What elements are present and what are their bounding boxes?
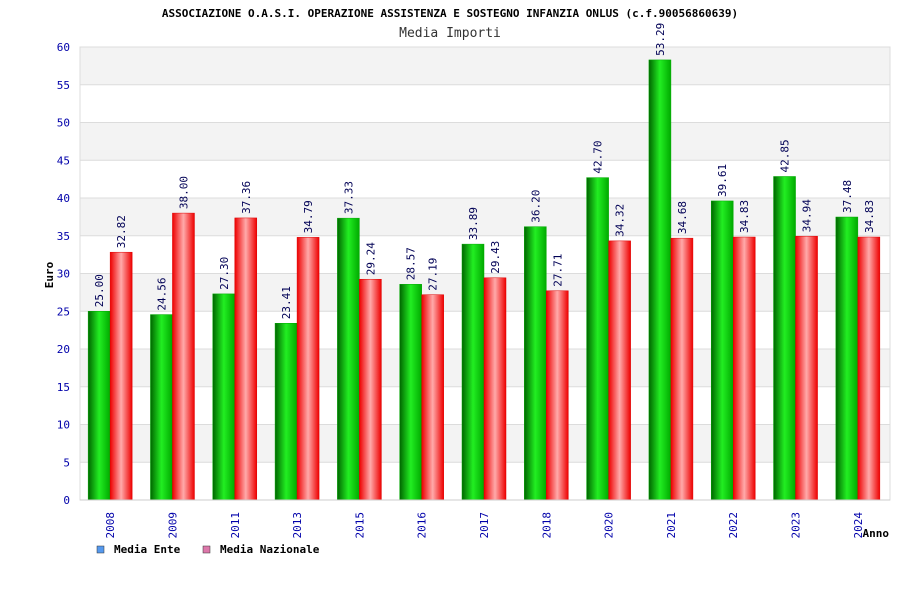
value-label: 23.41 bbox=[280, 286, 293, 319]
value-label: 42.70 bbox=[592, 140, 605, 173]
bar-media-ente-2008 bbox=[87, 311, 111, 501]
bar-media-ente-2020 bbox=[586, 177, 609, 501]
bar-media-ente-2021 bbox=[648, 59, 672, 501]
y-tick-label: 15 bbox=[57, 381, 70, 394]
bar-media-ente-2015 bbox=[337, 217, 360, 501]
y-axis-label: Euro bbox=[43, 261, 56, 288]
plot-band bbox=[80, 198, 890, 236]
bar-media-ente-2011 bbox=[212, 293, 236, 501]
value-label: 29.43 bbox=[489, 241, 502, 274]
plot-band bbox=[80, 235, 890, 274]
bar-media-ente-2016 bbox=[399, 284, 422, 501]
bar-media-nazionale-2022 bbox=[732, 236, 756, 501]
x-tick-label: 2018 bbox=[540, 512, 553, 539]
x-tick-label: 2023 bbox=[790, 512, 803, 539]
bar-media-nazionale-2018 bbox=[546, 290, 569, 501]
bar-media-nazionale-2011 bbox=[234, 217, 258, 501]
value-label: 34.79 bbox=[302, 200, 315, 233]
y-tick-label: 45 bbox=[57, 154, 70, 167]
x-axis-ticks: 2008 2009 2011 2013 2015 2016 2017 2018 2020 2021… bbox=[104, 512, 865, 539]
value-label: 34.68 bbox=[676, 201, 689, 234]
y-tick-label: 60 bbox=[57, 41, 70, 54]
plot-band bbox=[80, 122, 890, 161]
y-tick-label: 35 bbox=[57, 230, 70, 243]
bar-media-nazionale-2013 bbox=[296, 237, 320, 501]
value-label: 38.00 bbox=[177, 176, 190, 209]
bar-media-nazionale-2021 bbox=[670, 237, 694, 501]
bar-media-nazionale-2020 bbox=[608, 240, 631, 501]
bar-media-nazionale-2015 bbox=[359, 278, 382, 501]
bar-media-ente-2024 bbox=[835, 216, 859, 501]
x-tick-label: 2011 bbox=[229, 512, 242, 539]
value-label: 39.61 bbox=[716, 164, 729, 197]
legend-label-media-ente: Media Ente bbox=[114, 543, 181, 556]
value-label: 32.82 bbox=[115, 215, 128, 248]
x-tick-label: 2015 bbox=[353, 512, 366, 539]
x-tick-label: 2021 bbox=[665, 512, 678, 539]
value-label: 34.94 bbox=[801, 199, 814, 232]
y-tick-label: 40 bbox=[57, 192, 70, 205]
bar-media-nazionale-2016 bbox=[421, 294, 444, 501]
x-axis-label: Anno bbox=[863, 527, 890, 540]
bar-media-nazionale-2017 bbox=[483, 277, 507, 501]
x-tick-label: 2009 bbox=[166, 512, 179, 539]
value-label: 24.56 bbox=[155, 277, 168, 310]
bar-media-ente-2013 bbox=[274, 323, 298, 501]
x-tick-label: 2022 bbox=[727, 512, 740, 539]
y-axis-ticks: 0 5 10 15 20 25 30 35 40 45 50 55 60 bbox=[57, 41, 70, 507]
chart-title: ASSOCIAZIONE O.A.S.I. OPERAZIONE ASSISTE… bbox=[162, 7, 738, 20]
bar-media-nazionale-2024 bbox=[857, 236, 881, 501]
chart-subtitle: Media Importi bbox=[399, 26, 501, 41]
value-label: 29.24 bbox=[364, 242, 377, 275]
value-label: 34.83 bbox=[863, 200, 876, 233]
value-label: 36.20 bbox=[529, 190, 542, 223]
value-label: 37.33 bbox=[342, 181, 355, 214]
bar-media-ente-2017 bbox=[461, 243, 485, 501]
value-label: 34.83 bbox=[738, 200, 751, 233]
plot-band bbox=[80, 84, 890, 123]
y-tick-label: 50 bbox=[57, 117, 70, 130]
x-tick-label: 2017 bbox=[478, 512, 491, 539]
value-label: 37.48 bbox=[841, 180, 854, 213]
value-label: 34.32 bbox=[614, 204, 627, 237]
bar-media-ente-2022 bbox=[710, 200, 734, 501]
y-tick-label: 55 bbox=[57, 79, 70, 92]
y-tick-label: 5 bbox=[63, 456, 70, 469]
legend-label-media-nazionale: Media Nazionale bbox=[220, 543, 320, 556]
x-tick-label: 2008 bbox=[104, 512, 117, 539]
x-tick-label: 2013 bbox=[291, 512, 304, 539]
x-tick-label: 2016 bbox=[416, 512, 429, 539]
bars bbox=[87, 59, 881, 501]
x-tick-label: 2020 bbox=[603, 512, 616, 539]
value-label: 37.36 bbox=[240, 181, 253, 214]
bar-media-ente-2023 bbox=[773, 176, 796, 501]
value-label: 42.85 bbox=[779, 139, 792, 172]
legend-swatch-media-ente bbox=[96, 545, 105, 554]
y-tick-label: 25 bbox=[57, 305, 70, 318]
value-labels: 25.00 32.82 24.56 38.00 27.30 37.36 23.41 34.79… bbox=[93, 23, 876, 319]
value-label: 28.57 bbox=[405, 247, 418, 280]
bar-media-nazionale-2009 bbox=[172, 212, 195, 501]
value-label: 27.30 bbox=[218, 257, 231, 290]
value-label: 33.89 bbox=[467, 207, 480, 240]
plot-band bbox=[80, 47, 890, 85]
bar-media-nazionale-2023 bbox=[795, 235, 818, 501]
plot-band bbox=[80, 160, 890, 198]
value-label: 53.29 bbox=[654, 23, 667, 56]
legend-swatch-media-nazionale bbox=[202, 545, 211, 554]
bar-media-ente-2018 bbox=[524, 226, 547, 501]
y-tick-label: 20 bbox=[57, 343, 70, 356]
legend: Media Ente Media Nazionale bbox=[96, 543, 320, 556]
bar-media-nazionale-2008 bbox=[109, 251, 133, 501]
value-label: 25.00 bbox=[93, 274, 106, 307]
y-tick-label: 0 bbox=[63, 494, 70, 507]
y-tick-label: 10 bbox=[57, 419, 70, 432]
y-tick-label: 30 bbox=[57, 268, 70, 281]
value-label: 27.19 bbox=[427, 258, 440, 291]
x-tick-label: 2024 bbox=[852, 512, 865, 539]
bar-media-ente-2009 bbox=[150, 314, 173, 501]
value-label: 27.71 bbox=[551, 254, 564, 287]
